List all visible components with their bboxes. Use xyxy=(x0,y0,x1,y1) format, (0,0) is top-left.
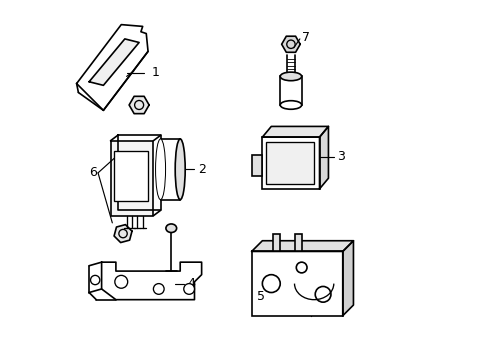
Polygon shape xyxy=(114,225,132,243)
Ellipse shape xyxy=(262,275,280,293)
Polygon shape xyxy=(89,39,139,85)
Text: 2: 2 xyxy=(198,163,205,176)
Polygon shape xyxy=(110,141,153,216)
Polygon shape xyxy=(281,36,300,52)
Text: 5: 5 xyxy=(256,289,264,303)
Text: 6: 6 xyxy=(89,166,97,179)
Bar xyxy=(272,234,280,251)
Bar xyxy=(265,143,313,184)
Ellipse shape xyxy=(175,139,185,200)
Bar xyxy=(280,76,301,105)
Text: 1: 1 xyxy=(151,66,159,79)
Ellipse shape xyxy=(153,284,164,294)
Polygon shape xyxy=(251,241,353,251)
Polygon shape xyxy=(262,126,328,137)
Ellipse shape xyxy=(165,224,176,233)
Bar xyxy=(114,152,148,202)
Bar xyxy=(294,234,301,251)
Ellipse shape xyxy=(296,262,306,273)
Polygon shape xyxy=(319,126,328,189)
Polygon shape xyxy=(342,241,353,316)
Polygon shape xyxy=(102,262,201,300)
Ellipse shape xyxy=(90,275,100,285)
Ellipse shape xyxy=(134,100,143,109)
Ellipse shape xyxy=(286,40,295,49)
Ellipse shape xyxy=(183,284,194,294)
Polygon shape xyxy=(77,24,148,111)
Bar xyxy=(251,251,342,316)
Ellipse shape xyxy=(315,287,330,302)
Polygon shape xyxy=(129,96,149,114)
Text: 7: 7 xyxy=(301,31,309,44)
Ellipse shape xyxy=(155,139,165,200)
Ellipse shape xyxy=(280,101,301,109)
Polygon shape xyxy=(118,135,160,210)
Text: 4: 4 xyxy=(187,277,195,290)
Ellipse shape xyxy=(115,275,127,288)
Bar xyxy=(262,137,319,189)
Ellipse shape xyxy=(119,229,127,238)
Text: 3: 3 xyxy=(337,150,345,163)
Bar xyxy=(251,155,262,176)
Ellipse shape xyxy=(280,72,301,81)
